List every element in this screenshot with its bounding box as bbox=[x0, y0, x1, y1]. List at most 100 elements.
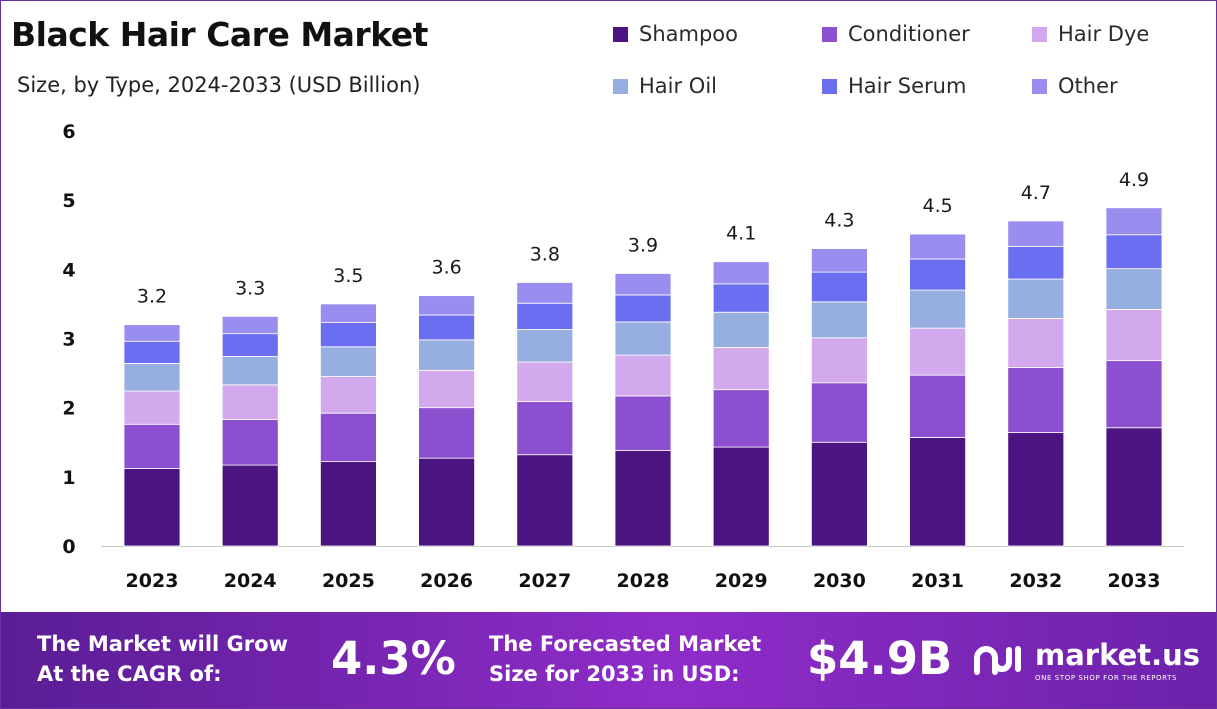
bar-segment-conditioner-2031 bbox=[909, 374, 966, 438]
bar-segment-hair-dye-2032 bbox=[1007, 318, 1065, 368]
bar-segment-hair-dye-2028 bbox=[614, 354, 672, 397]
legend-item-conditioner: Conditioner bbox=[822, 19, 970, 49]
forecast-label-line1: The Forecasted Market bbox=[489, 632, 762, 656]
bar-stack-2025 bbox=[319, 303, 377, 547]
x-tick-label-2027: 2027 bbox=[518, 570, 571, 592]
bar-stack-2030 bbox=[811, 248, 868, 547]
bar-segment-shampoo-2029 bbox=[712, 446, 770, 547]
legend-item-hair-serum: Hair Serum bbox=[822, 71, 966, 101]
bar-segment-hair-oil-2028 bbox=[614, 321, 672, 356]
bar-segment-hair-serum-2032 bbox=[1007, 246, 1065, 280]
bar-segment-hair-oil-2023 bbox=[123, 362, 181, 392]
bar-segment-hair-serum-2026 bbox=[418, 314, 476, 341]
bar-segment-hair-oil-2029 bbox=[712, 311, 770, 348]
bar-segment-other-2029 bbox=[712, 261, 770, 285]
bar-segment-shampoo-2031 bbox=[909, 437, 966, 547]
cagr-value: 4.3% bbox=[331, 632, 456, 685]
bar-segment-shampoo-2024 bbox=[221, 464, 279, 547]
bar-segment-hair-serum-2027 bbox=[516, 302, 574, 330]
total-label-2031: 4.5 bbox=[922, 195, 952, 217]
bar-segment-shampoo-2030 bbox=[811, 441, 868, 547]
brand-name: market.us bbox=[1035, 638, 1201, 672]
bar-stack-2031 bbox=[909, 233, 966, 547]
legend-item-hair-dye: Hair Dye bbox=[1032, 19, 1149, 49]
bar-segment-conditioner-2029 bbox=[712, 389, 770, 448]
bar-segment-hair-oil-2030 bbox=[811, 301, 868, 339]
x-tick-label-2031: 2031 bbox=[911, 570, 964, 592]
bar-segment-conditioner-2033 bbox=[1105, 360, 1163, 429]
y-tick-label: 2 bbox=[62, 398, 75, 420]
bar-segment-conditioner-2025 bbox=[319, 412, 377, 463]
bar-segment-shampoo-2026 bbox=[418, 457, 476, 547]
bar-segment-hair-serum-2029 bbox=[712, 283, 770, 313]
bar-segment-hair-serum-2025 bbox=[319, 322, 377, 348]
bar-segment-hair-oil-2026 bbox=[418, 339, 476, 371]
forecast-label-line2: Size for 2033 in USD: bbox=[489, 662, 740, 686]
y-tick-label: 3 bbox=[62, 329, 75, 351]
bar-segment-conditioner-2023 bbox=[123, 423, 181, 469]
total-label-2026: 3.6 bbox=[431, 257, 461, 279]
y-tick-label: 1 bbox=[62, 467, 75, 489]
chart-title: Black Hair Care Market bbox=[11, 15, 428, 54]
total-label-2029: 4.1 bbox=[726, 223, 756, 245]
legend-label-hair-dye: Hair Dye bbox=[1058, 22, 1150, 46]
y-tick-label: 4 bbox=[62, 259, 75, 281]
legend-swatch-hair-serum bbox=[822, 78, 837, 94]
legend-label-hair-serum: Hair Serum bbox=[848, 74, 967, 98]
legend-label-hair-oil: Hair Oil bbox=[639, 74, 718, 98]
bar-segment-other-2027 bbox=[516, 282, 574, 304]
bar-segment-shampoo-2025 bbox=[319, 461, 377, 547]
cagr-label-line2: At the CAGR of: bbox=[37, 662, 222, 686]
bar-stack-2032 bbox=[1007, 220, 1065, 547]
total-label-2033: 4.9 bbox=[1119, 169, 1149, 191]
bar-segment-shampoo-2033 bbox=[1105, 427, 1163, 547]
bar-stack-2027 bbox=[516, 282, 574, 547]
legend-label-other: Other bbox=[1058, 74, 1118, 98]
bar-segment-hair-serum-2024 bbox=[221, 333, 279, 357]
bar-segment-hair-oil-2025 bbox=[319, 346, 377, 377]
legend-item-other: Other bbox=[1032, 71, 1118, 101]
legend-swatch-shampoo bbox=[613, 26, 628, 42]
bar-segment-other-2032 bbox=[1007, 220, 1065, 247]
y-tick-label: 0 bbox=[62, 536, 75, 558]
bar-segment-hair-dye-2027 bbox=[516, 361, 574, 402]
legend-label-shampoo: Shampoo bbox=[639, 22, 738, 46]
bar-segment-hair-serum-2028 bbox=[614, 294, 672, 323]
x-tick-label-2032: 2032 bbox=[1009, 570, 1062, 592]
bar-segment-shampoo-2032 bbox=[1007, 432, 1065, 547]
y-tick-label: 5 bbox=[62, 190, 75, 212]
bar-segment-shampoo-2027 bbox=[516, 454, 574, 547]
market-us-logo-icon bbox=[974, 646, 1021, 675]
x-tick-label-2028: 2028 bbox=[617, 570, 670, 592]
x-tick-label-2030: 2030 bbox=[813, 570, 866, 592]
total-label-2030: 4.3 bbox=[824, 210, 854, 232]
chart-legend: Shampoo Conditioner Hair Dye Hair Oil Hair S… bbox=[1, 1, 1216, 121]
bar-segment-hair-oil-2024 bbox=[221, 356, 279, 386]
bar-segment-conditioner-2032 bbox=[1007, 367, 1065, 433]
total-label-2032: 4.7 bbox=[1021, 182, 1051, 204]
bar-segment-hair-dye-2033 bbox=[1105, 309, 1163, 362]
bar-segment-other-2025 bbox=[319, 303, 377, 323]
bar-stack-2026 bbox=[418, 295, 476, 547]
bar-segment-conditioner-2027 bbox=[516, 401, 574, 456]
total-label-2028: 3.9 bbox=[628, 234, 658, 256]
x-tick-label-2024: 2024 bbox=[224, 570, 277, 592]
bar-segment-conditioner-2030 bbox=[811, 382, 868, 443]
bar-stack-2028 bbox=[614, 273, 672, 547]
bar-segment-hair-serum-2031 bbox=[909, 258, 966, 291]
legend-swatch-hair-oil bbox=[613, 78, 628, 94]
bar-segment-hair-serum-2033 bbox=[1105, 234, 1163, 270]
legend-swatch-other bbox=[1032, 78, 1047, 94]
bar-segment-other-2023 bbox=[123, 324, 181, 342]
bar-segment-other-2031 bbox=[909, 233, 966, 260]
legend-swatch-hair-dye bbox=[1032, 26, 1047, 42]
x-tick-label-2023: 2023 bbox=[126, 570, 179, 592]
bar-segment-hair-serum-2023 bbox=[123, 340, 181, 364]
bar-segment-hair-dye-2029 bbox=[712, 347, 770, 391]
legend-item-shampoo: Shampoo bbox=[613, 19, 738, 49]
chart-subtitle: Size, by Type, 2024-2033 (USD Billion) bbox=[17, 73, 421, 97]
bar-stack-2023 bbox=[123, 324, 181, 547]
y-tick-label: 6 bbox=[62, 121, 75, 143]
bar-segment-hair-oil-2033 bbox=[1105, 268, 1163, 310]
